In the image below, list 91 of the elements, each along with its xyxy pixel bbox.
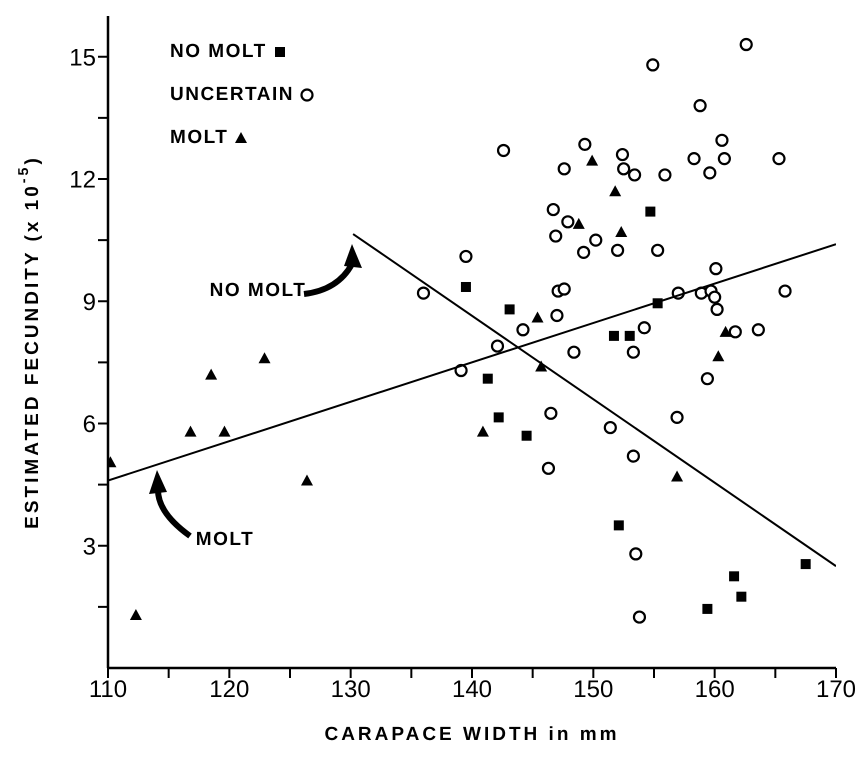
point <box>609 185 622 196</box>
y-tick-label: 15 <box>69 44 96 72</box>
x-tick-label: 170 <box>816 676 856 704</box>
point <box>728 325 742 338</box>
point <box>671 470 684 482</box>
point <box>558 282 571 296</box>
point <box>218 426 230 437</box>
point <box>416 286 430 300</box>
point <box>710 302 724 316</box>
point <box>558 162 571 176</box>
point <box>628 168 642 182</box>
x-tick-label: 150 <box>573 676 614 704</box>
point <box>572 218 585 229</box>
point <box>589 234 602 247</box>
point <box>703 166 716 180</box>
point <box>482 374 493 384</box>
point <box>712 350 724 362</box>
point <box>702 604 712 614</box>
point <box>546 202 560 216</box>
annotation: NO MOLT <box>210 280 306 302</box>
point <box>736 592 746 602</box>
legend-label: MOLT <box>170 126 228 148</box>
point <box>550 308 564 322</box>
point <box>604 420 617 434</box>
x-axis-title: CARAPACE WIDTH in mm <box>324 724 620 745</box>
point <box>586 154 598 166</box>
point <box>729 571 740 582</box>
point <box>740 38 753 52</box>
point <box>611 244 624 257</box>
x-tick-label: 140 <box>452 676 492 704</box>
point <box>772 152 786 166</box>
point <box>615 226 628 237</box>
point <box>130 609 142 620</box>
point <box>670 410 684 424</box>
point <box>718 152 731 166</box>
point <box>614 520 624 530</box>
point <box>542 462 556 475</box>
point <box>720 326 732 337</box>
point <box>205 368 218 380</box>
point <box>184 426 197 437</box>
point <box>516 323 530 336</box>
point <box>504 304 515 314</box>
point <box>752 323 765 336</box>
point <box>617 162 630 176</box>
annotation: MOLT <box>196 529 254 551</box>
point <box>577 246 590 259</box>
point <box>658 168 672 182</box>
point <box>522 430 532 441</box>
point <box>567 346 581 359</box>
point <box>300 474 313 486</box>
point <box>632 610 646 624</box>
x-tick-label: 110 <box>88 676 128 704</box>
point <box>476 426 489 437</box>
point <box>494 412 504 422</box>
point <box>709 262 722 276</box>
y-tick-label: 6 <box>82 411 96 438</box>
point <box>544 406 558 420</box>
point <box>258 352 271 364</box>
point <box>646 58 660 72</box>
point <box>778 284 792 298</box>
point <box>578 138 592 151</box>
point <box>715 134 729 147</box>
point <box>626 450 640 463</box>
point <box>490 339 504 353</box>
legend-label: NO MOLT <box>170 40 267 62</box>
point <box>629 547 642 560</box>
point <box>459 250 473 264</box>
point <box>694 99 707 112</box>
point <box>651 244 664 257</box>
x-tick-label: 130 <box>330 676 371 704</box>
point <box>708 290 722 304</box>
y-tick-label: 3 <box>82 533 96 560</box>
point <box>532 312 544 323</box>
point <box>549 229 562 243</box>
x-tick-label: 160 <box>694 676 735 704</box>
point <box>616 148 630 162</box>
point <box>608 330 619 341</box>
point <box>700 372 714 386</box>
x-tick-label: 120 <box>209 676 250 704</box>
point <box>645 206 656 217</box>
point <box>496 144 510 158</box>
legend-label: UNCERTAIN <box>170 84 294 106</box>
point <box>626 346 640 359</box>
point <box>687 152 701 166</box>
y-tick-label: 12 <box>69 166 96 194</box>
point <box>624 330 635 341</box>
point <box>638 321 651 334</box>
y-tick-label: 9 <box>82 288 96 316</box>
point <box>800 559 811 570</box>
point <box>561 215 574 228</box>
point <box>460 282 471 292</box>
